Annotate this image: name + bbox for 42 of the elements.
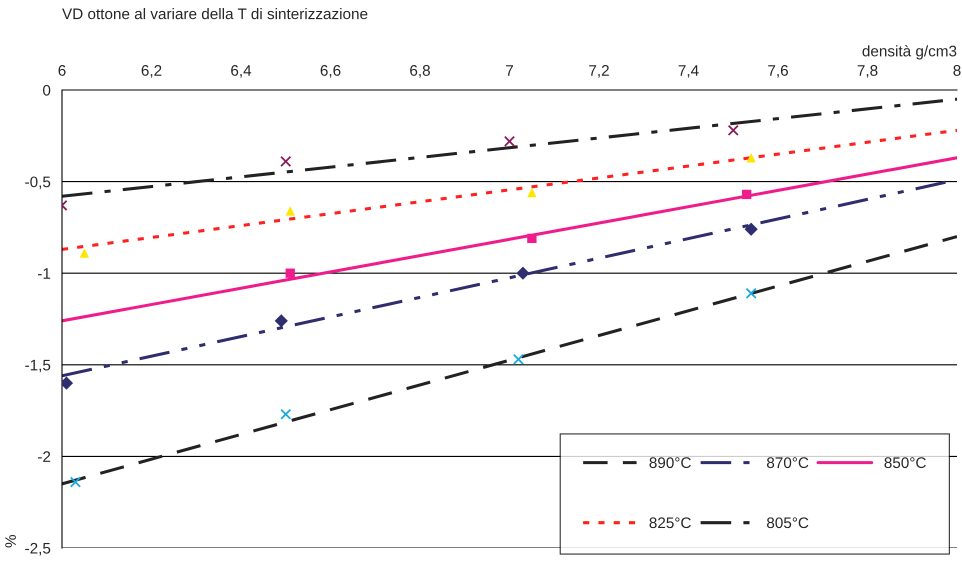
x-tick-label: 7,2: [589, 65, 609, 78]
legend-label: 890°C: [649, 457, 691, 468]
point: [527, 234, 537, 244]
x-tick-label: 6,4: [231, 65, 252, 78]
y-tick-label: -0,5: [25, 176, 50, 190]
point: [746, 288, 757, 299]
point: [80, 248, 90, 258]
x-tick-label: 7,6: [768, 65, 788, 78]
legend-label: 825°C: [649, 517, 691, 528]
x-axis-title: densità g/cm3: [862, 45, 956, 60]
y-tick-label: 0: [42, 84, 50, 96]
point: [280, 408, 292, 420]
x-tick-label: 6: [58, 65, 66, 76]
y-tick-label: -2: [38, 451, 50, 462]
point: [512, 354, 524, 365]
point: [504, 136, 516, 147]
y-axis-title: %: [5, 534, 16, 548]
y-tick-label: -1,5: [25, 360, 50, 372]
point: [744, 222, 758, 236]
point: [274, 314, 288, 328]
y-tick-label: -1: [38, 268, 50, 279]
point: [280, 156, 292, 168]
y-tick-label: -2,5: [25, 542, 50, 556]
point: [286, 206, 295, 216]
point: [746, 153, 756, 162]
x-tick-label: 6,2: [142, 65, 162, 78]
point: [742, 190, 752, 200]
x-tick-label: 6,6: [320, 65, 340, 78]
point: [70, 476, 81, 488]
point: [527, 188, 537, 198]
legend-label: 870°C: [766, 457, 808, 468]
legend-label: 805°C: [766, 517, 808, 528]
point: [728, 124, 739, 136]
x-tick-label: 7,4: [678, 65, 699, 78]
point: [516, 266, 530, 280]
legend-label: 850°C: [884, 457, 926, 468]
x-tick-label: 7,8: [858, 65, 878, 78]
x-tick-label: 8: [953, 65, 961, 76]
x-tick-label: 7: [506, 65, 513, 76]
chart-title: VD ottone al variare della T di sinterizzazione: [62, 8, 368, 20]
point: [286, 268, 295, 278]
x-tick-label: 6,8: [410, 65, 430, 78]
